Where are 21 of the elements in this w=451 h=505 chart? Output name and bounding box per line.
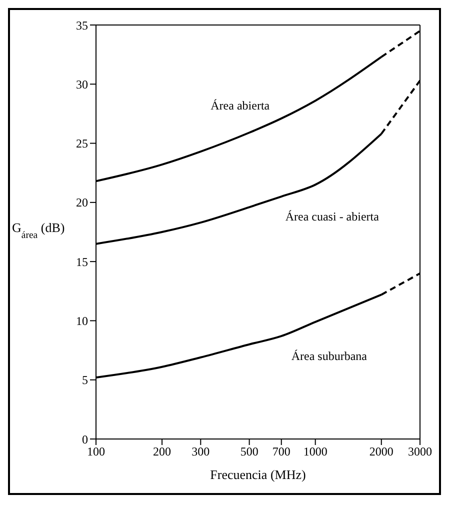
series-label: Área suburbana <box>291 349 368 364</box>
y-tick-label: 5 <box>82 373 88 388</box>
x-tick-label: 500 <box>240 444 258 459</box>
y-tick-label: 10 <box>76 314 88 328</box>
series-label: Área cuasi - abierta <box>285 210 380 224</box>
x-tick-label: 700 <box>272 444 290 459</box>
y-tick-label: 30 <box>76 77 88 92</box>
y-tick-label: 35 <box>76 18 88 32</box>
series-label: Área abierta <box>210 98 270 113</box>
y-axis-title: G$_{área}$ (dB) <box>12 220 65 240</box>
x-tick-label: 300 <box>192 444 210 459</box>
y-tick-label: 20 <box>76 196 88 210</box>
y-tick-label: 15 <box>76 254 88 269</box>
x-tick-label: 2000 <box>369 444 394 459</box>
x-tick-label: 200 <box>153 444 172 459</box>
y-tick-label: 0 <box>82 432 88 446</box>
x-tick-label: 1000 <box>303 444 328 459</box>
y-tick-label: 25 <box>76 136 88 151</box>
x-tick-label: 100 <box>87 444 105 459</box>
x-tick-label: 3000 <box>408 444 432 459</box>
x-axis-title: Frecuencia (MHz) <box>210 467 306 482</box>
